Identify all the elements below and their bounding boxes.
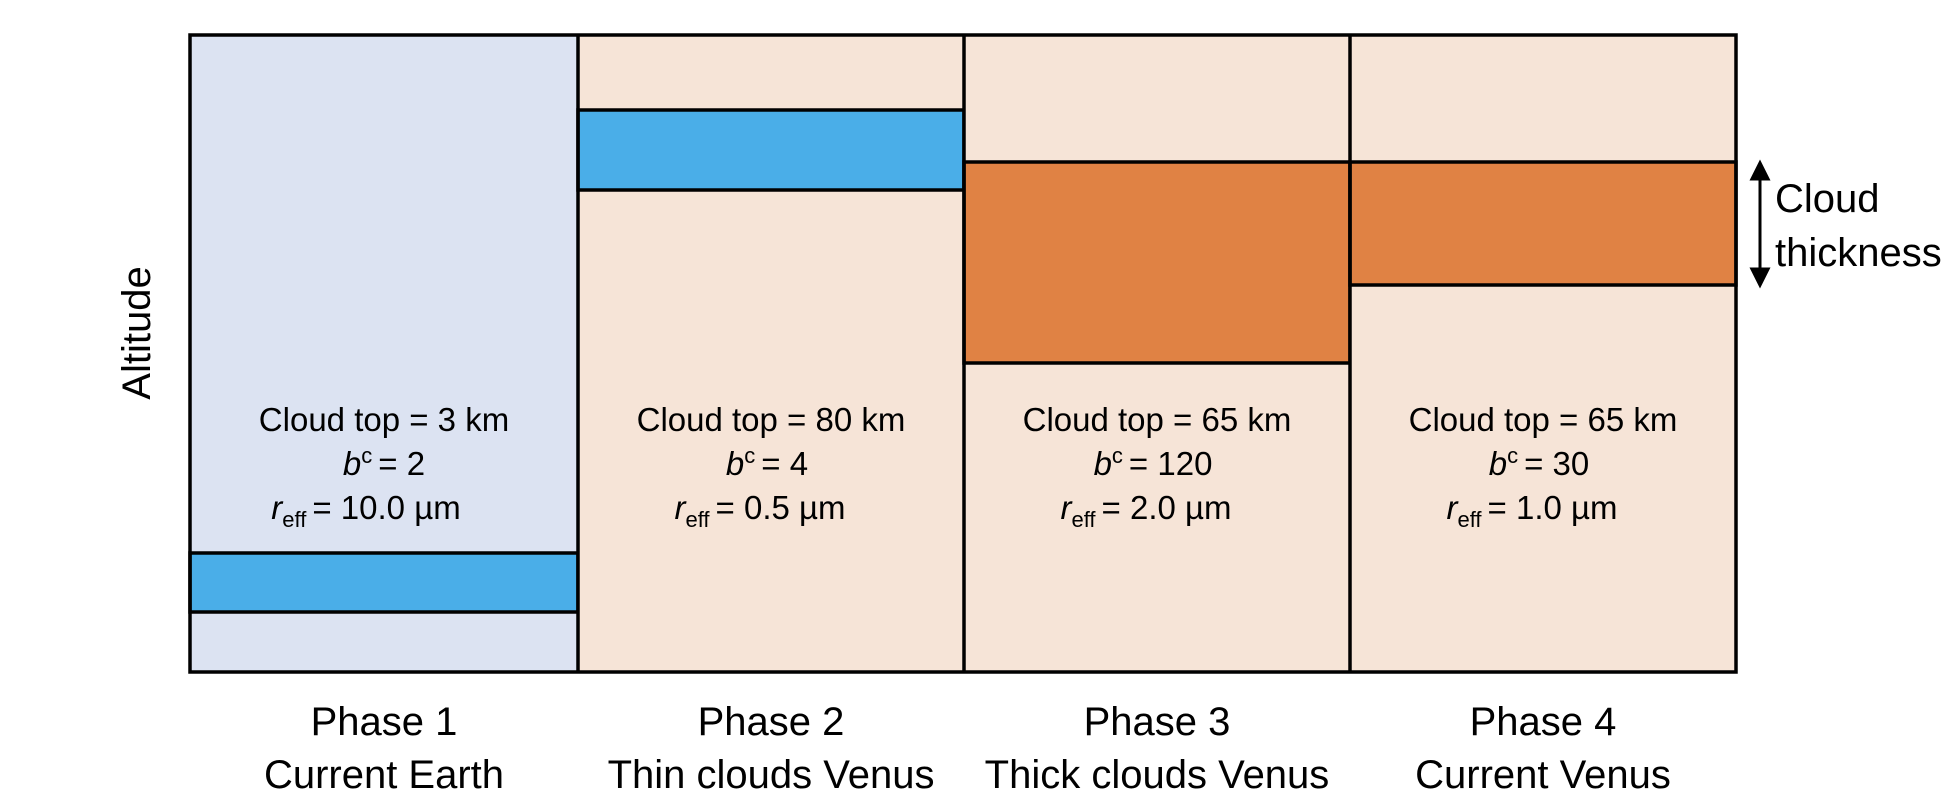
phase-4-subtitle: Current Venus <box>1415 753 1671 797</box>
phase-3-title: Phase 3 <box>1084 700 1231 744</box>
phase-3-panel: Cloud top = 65 km bc = 120 reff = 2.0 µm <box>962 35 1352 672</box>
phase-1-r-eff: reff = 10.0 µm <box>271 489 460 532</box>
phase-2-title: Phase 2 <box>698 700 845 744</box>
panel-dividers <box>576 35 1352 672</box>
phase-1-cloud-top: Cloud top = 3 km <box>259 401 509 438</box>
phase-4-b-c: bc = 30 <box>1489 443 1590 482</box>
phase-3-cloud-top: Cloud top = 65 km <box>1023 401 1292 438</box>
phase-3-subtitle: Thick clouds Venus <box>985 753 1330 797</box>
phase-1-cloud-layer <box>188 551 580 614</box>
diagram-frame <box>188 33 1738 674</box>
phase-labels: Phase 1 Current Earth Phase 2 Thin cloud… <box>264 700 1671 797</box>
cloud-thickness-label: Cloud thickness <box>1775 177 1942 275</box>
phase-2-subtitle: Thin clouds Venus <box>608 753 935 797</box>
phase-3-cloud-layer <box>962 160 1352 365</box>
phase-4-title: Phase 4 <box>1470 700 1617 744</box>
phase-1-b-c: bc = 2 <box>343 443 425 482</box>
phase-2-panel: Cloud top = 80 km bc = 4 reff = 0.5 µm <box>576 35 966 672</box>
phase-2-b-c: bc = 4 <box>726 443 808 482</box>
phase-3-r-eff: reff = 2.0 µm <box>1060 489 1231 532</box>
phase-4-panel: Cloud top = 65 km bc = 30 reff = 1.0 µm <box>1348 35 1738 672</box>
phase-2-r-eff: reff = 0.5 µm <box>674 489 845 532</box>
phase-1-title: Phase 1 <box>311 700 458 744</box>
phase-4-cloud-top: Cloud top = 65 km <box>1409 401 1678 438</box>
phase-2-cloud-layer <box>576 108 966 192</box>
phase-3-b-c: bc = 120 <box>1094 443 1213 482</box>
phase-1-subtitle: Current Earth <box>264 753 504 797</box>
phase-4-cloud-layer <box>1348 160 1738 287</box>
altitude-axis-label: Altitude <box>115 266 159 399</box>
phase-2-cloud-top: Cloud top = 80 km <box>637 401 906 438</box>
phase-1-panel: Cloud top = 3 km bc = 2 reff = 10.0 µm <box>188 35 580 672</box>
phase-4-background <box>1350 35 1736 672</box>
phase-4-r-eff: reff = 1.0 µm <box>1446 489 1617 532</box>
